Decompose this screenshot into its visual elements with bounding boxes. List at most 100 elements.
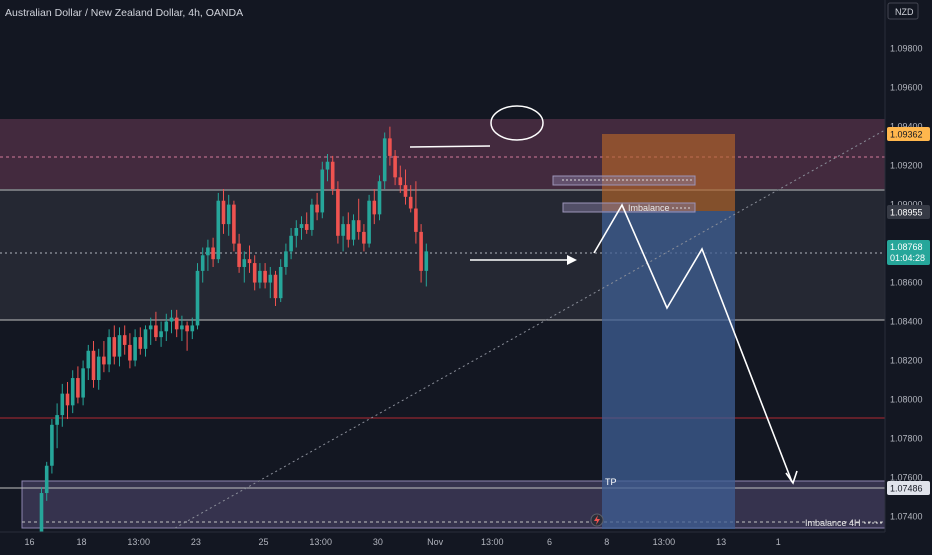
candle-body[interactable] [60, 393, 65, 416]
take-profit-box[interactable] [602, 211, 735, 529]
candle-body[interactable] [252, 263, 257, 283]
candle-body[interactable] [398, 177, 403, 186]
candle-body[interactable] [70, 378, 75, 406]
time-axis[interactable] [0, 532, 932, 550]
candle-body[interactable] [294, 228, 299, 236]
candle-body[interactable] [81, 368, 85, 398]
candle-body[interactable] [65, 393, 70, 406]
candle-body[interactable] [336, 189, 340, 236]
candle-body[interactable] [195, 270, 200, 326]
trendline[interactable] [174, 129, 886, 529]
candle-body[interactable] [346, 224, 351, 240]
candle-body[interactable] [419, 231, 423, 271]
candle-body[interactable] [388, 138, 392, 156]
candle-body[interactable] [242, 259, 247, 267]
candle-body[interactable] [393, 155, 397, 178]
candle-body[interactable] [91, 350, 96, 380]
y-tick-label: 1.08400 [890, 317, 923, 327]
candle-body[interactable] [304, 224, 309, 230]
candle-body[interactable] [408, 196, 413, 209]
candle-body[interactable] [289, 235, 293, 252]
candle-body[interactable] [55, 415, 59, 425]
imbalance-box[interactable] [562, 202, 696, 213]
candle-body[interactable] [273, 274, 278, 299]
lightning-bolt-icon [594, 515, 600, 525]
candle-body[interactable] [44, 465, 49, 494]
candle-body[interactable] [315, 204, 319, 213]
candle-body[interactable] [356, 220, 361, 232]
candle-body[interactable] [310, 204, 314, 230]
candle-body[interactable] [237, 243, 241, 267]
candle-body[interactable] [372, 200, 377, 215]
candle-body[interactable] [102, 356, 106, 365]
x-tick-label: Nov [427, 537, 444, 547]
candle-body[interactable] [169, 317, 174, 322]
candle-body[interactable] [86, 350, 91, 369]
candle-body[interactable] [284, 251, 288, 267]
liquidity-circle[interactable] [490, 105, 544, 141]
pivot-price: 1.08955 [890, 208, 923, 218]
arrow-head [567, 255, 577, 265]
candle-body[interactable] [39, 493, 44, 536]
candle-body[interactable] [424, 251, 429, 271]
candle-body[interactable] [200, 255, 205, 271]
candle-body[interactable] [133, 337, 137, 361]
candle-body[interactable] [216, 200, 221, 260]
candle-body[interactable] [206, 247, 210, 256]
candle-body[interactable] [263, 270, 267, 283]
candle-body[interactable] [143, 329, 148, 349]
current-price-tag [887, 240, 930, 265]
candle-body[interactable] [76, 378, 80, 398]
candle-body[interactable] [299, 224, 304, 228]
candle-body[interactable] [154, 325, 158, 338]
zone-upper-price: 1.09362 [890, 130, 923, 140]
currency-button[interactable] [887, 2, 919, 20]
candle-body[interactable] [414, 208, 418, 232]
candle-body[interactable] [138, 337, 143, 349]
imbalance-4h-zone [21, 480, 886, 529]
range-zone [0, 189, 885, 320]
candle-body[interactable] [226, 204, 231, 225]
x-tick-label: 25 [258, 537, 268, 547]
candle-body[interactable] [159, 331, 163, 338]
equal-highs-line[interactable] [409, 145, 491, 148]
candle-body[interactable] [258, 270, 262, 283]
candle-body[interactable] [107, 337, 111, 365]
candle-body[interactable] [211, 247, 215, 260]
zone-upper-price-tag [887, 127, 930, 141]
candle-body[interactable] [362, 231, 366, 244]
imbalance-4h-label: Imbalance 4H [805, 518, 861, 528]
candle-body[interactable] [185, 325, 189, 332]
candle-body[interactable] [320, 169, 325, 213]
candle-body[interactable] [190, 325, 195, 332]
candle-body[interactable] [128, 344, 132, 361]
candle-body[interactable] [351, 220, 356, 240]
candle-body[interactable] [164, 321, 169, 332]
candle-body[interactable] [403, 185, 408, 197]
candle-body[interactable] [174, 317, 179, 330]
stop-loss-box[interactable] [602, 134, 735, 211]
candle-body[interactable] [96, 356, 101, 380]
candle-body[interactable] [278, 266, 283, 299]
candle-body[interactable] [330, 161, 335, 190]
candle-body[interactable] [377, 181, 382, 215]
candle-body[interactable] [50, 424, 54, 466]
candle-body[interactable] [247, 259, 252, 264]
candle-body[interactable] [117, 335, 122, 357]
candle-body[interactable] [148, 325, 153, 330]
candle-body[interactable] [325, 161, 330, 170]
projection-path[interactable] [593, 203, 793, 483]
candle-body[interactable] [268, 274, 273, 283]
candle-body[interactable] [122, 335, 127, 345]
candle-body[interactable] [221, 200, 226, 225]
candle-body[interactable] [232, 204, 236, 244]
candle-body[interactable] [341, 224, 345, 236]
candle-body[interactable] [382, 138, 387, 182]
y-tick-label: 1.07400 [890, 511, 923, 521]
candle-body[interactable] [180, 325, 184, 330]
candle-body[interactable] [367, 200, 371, 244]
price-axis[interactable] [885, 0, 932, 550]
candle-body[interactable] [112, 337, 117, 357]
x-tick-label: 16 [24, 537, 34, 547]
